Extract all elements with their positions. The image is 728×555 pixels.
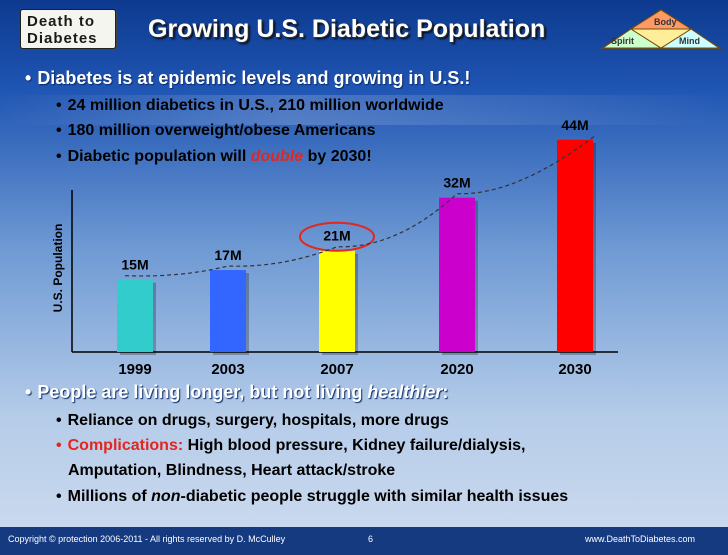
background-cloud	[0, 95, 728, 125]
tick-label-2020: 2020	[440, 361, 473, 378]
footer-copyright: Copyright © protection 2006-2011 - All r…	[8, 534, 286, 544]
sub-bullet-reliance: • Reliance on drugs, surgery, hospitals, …	[56, 412, 449, 430]
sub-bullet-double: • Diabetic population will double by 2030…	[56, 148, 372, 166]
bullet-epidemic-text: Diabetes is at epidemic levels and growi…	[37, 68, 471, 88]
tick-label-1999: 1999	[118, 361, 151, 378]
tick-label-2007: 2007	[320, 361, 353, 378]
footer-bar: Copyright © protection 2006-2011 - All r…	[0, 527, 728, 555]
triangle-label-mind: Mind	[679, 36, 700, 46]
bullet-dot: •	[25, 382, 32, 402]
sub-bullet-non-diabetic-pre: Millions of	[67, 488, 152, 505]
sub-bullet-overweight: • 180 million overweight/obese Americans	[56, 122, 376, 140]
body-spirit-mind-triangle-icon: Body Spirit Mind	[600, 8, 722, 56]
sub-bullet-overweight-text: 180 million overweight/obese Americans	[67, 122, 376, 139]
sub-bullet-double-post: by 2030!	[303, 148, 372, 165]
highlight-ellipse	[299, 221, 375, 252]
slide-title: Growing U.S. Diabetic Population	[148, 15, 546, 43]
bar-2030	[557, 139, 593, 352]
bullet-dot: •	[56, 488, 62, 505]
sub-bullet-diabetics-text: 24 million diabetics in U.S., 210 millio…	[67, 97, 444, 114]
sub-bullet-double-pre: Diabetic population will	[67, 148, 251, 165]
triangle-label-spirit: Spirit	[611, 36, 635, 46]
bullet-living-longer-emph: healthier	[367, 382, 443, 402]
data-label-2007: 21M	[323, 228, 350, 244]
bar-2003	[210, 270, 246, 352]
logo-line-2: Diabetes	[27, 30, 98, 47]
data-label-1999: 15M	[121, 257, 148, 273]
bullet-dot: •	[25, 68, 32, 88]
sub-bullet-reliance-text: Reliance on drugs, surgery, hospitals, m…	[67, 412, 449, 429]
data-label-2003: 17M	[214, 247, 241, 263]
bullet-living-longer: • People are living longer, but not livin…	[25, 382, 448, 403]
bullet-dot: •	[56, 412, 62, 429]
sub-bullet-non-diabetic-emph: non	[151, 488, 181, 505]
sub-bullet-non-diabetic: • Millions of non-diabetic people struggl…	[56, 488, 568, 506]
bar-2020	[439, 197, 475, 352]
sub-bullet-complications-cont: Amputation, Blindness, Heart attack/stro…	[68, 462, 396, 479]
sub-bullet-double-emph: double	[250, 148, 304, 165]
logo-line-1: Death to	[27, 13, 95, 30]
logo: Death to Diabetes	[20, 9, 116, 49]
data-label-2030: 44M	[561, 117, 588, 133]
sub-bullet-diabetics: • 24 million diabetics in U.S., 210 milli…	[56, 97, 444, 115]
sub-bullet-non-diabetic-post: -diabetic people struggle with similar h…	[180, 488, 569, 505]
sub-bullet-complications-label: Complications:	[67, 437, 184, 454]
footer-url: www.DeathToDiabetes.com	[585, 534, 696, 544]
bullet-dot: •	[56, 97, 62, 114]
y-axis-label: U.S. Population	[51, 224, 65, 313]
bar-1999	[117, 279, 153, 352]
bullet-dot: •	[56, 437, 62, 454]
bullet-epidemic: • Diabetes is at epidemic levels and grow…	[25, 68, 470, 89]
tick-label-2003: 2003	[211, 361, 244, 378]
bullet-living-longer-pre: People are living longer, but not living	[37, 382, 368, 402]
triangle-label-body: Body	[654, 17, 677, 27]
bullet-living-longer-post: :	[442, 382, 449, 402]
sub-bullet-complications-text: High blood pressure, Kidney failure/dial…	[183, 437, 526, 454]
trend-line	[124, 135, 596, 277]
tick-label-2030: 2030	[558, 361, 591, 378]
bullet-dot: •	[56, 148, 62, 165]
bullet-dot: •	[56, 122, 62, 139]
bar-2007	[319, 250, 355, 352]
data-label-2020: 32M	[443, 175, 470, 191]
footer-page-number: 6	[368, 534, 374, 544]
sub-bullet-complications: • Complications: High blood pressure, Kid…	[56, 437, 525, 455]
